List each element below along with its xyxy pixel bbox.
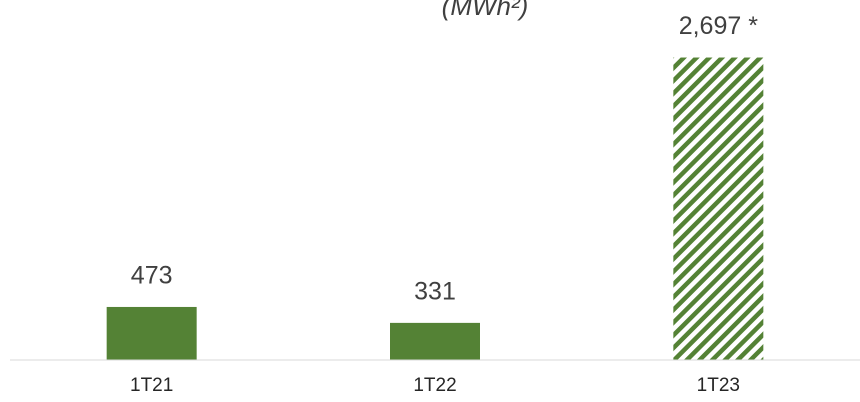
bar <box>673 57 764 360</box>
value-label: 331 <box>414 277 456 305</box>
x-tick-label: 1T22 <box>413 375 456 396</box>
x-tick-label: 1T21 <box>130 375 173 396</box>
value-label: 473 <box>131 262 173 290</box>
value-label: 2,697 * <box>679 12 759 40</box>
bar <box>106 306 197 360</box>
x-tick-label: 1T23 <box>697 375 740 396</box>
bar <box>390 322 480 360</box>
chart-title: (MWh²) <box>442 0 529 21</box>
